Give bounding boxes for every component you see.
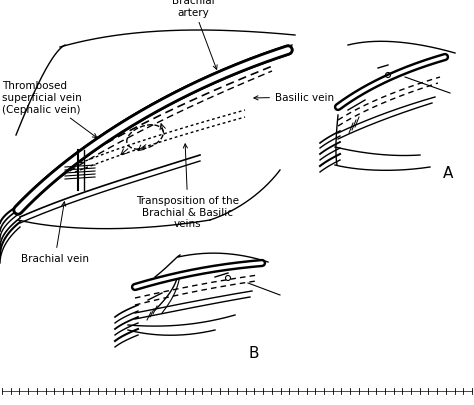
Text: Transposition of the
Brachial & Basilic
veins: Transposition of the Brachial & Basilic … [137, 145, 239, 229]
Text: Brachial
artery: Brachial artery [172, 0, 217, 70]
Text: Brachial vein: Brachial vein [21, 202, 89, 263]
Text: A: A [443, 166, 453, 181]
Text: B: B [248, 345, 258, 360]
Text: Thrombosed
superficial vein
(Cephalic vein): Thrombosed superficial vein (Cephalic ve… [2, 81, 97, 139]
Text: Basilic vein: Basilic vein [254, 93, 334, 103]
